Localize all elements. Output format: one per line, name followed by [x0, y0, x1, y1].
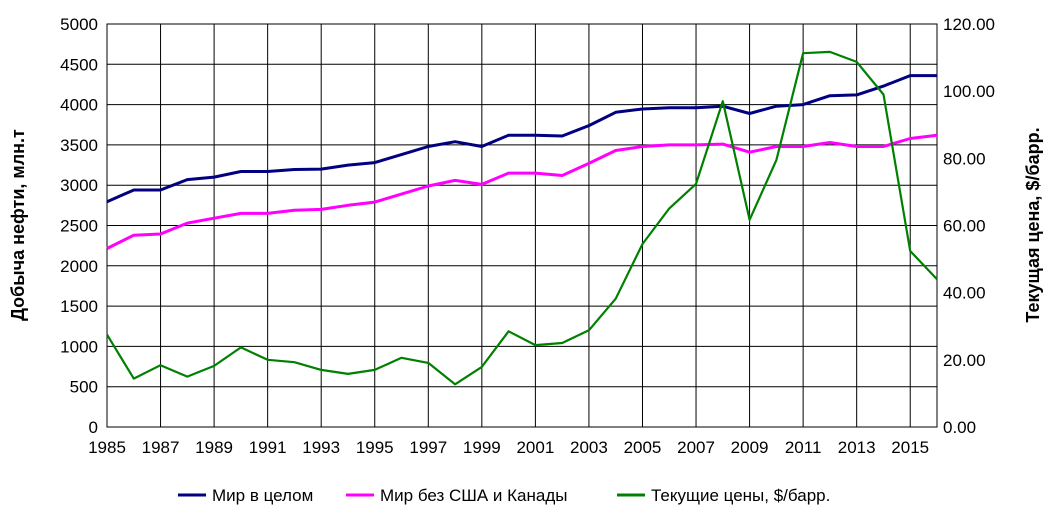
x-tick-label: 1989 [195, 438, 233, 457]
y2-tick-label: 100.00 [943, 82, 995, 101]
y-tick-label: 4000 [60, 96, 98, 115]
gridlines [106, 23, 937, 428]
y-tick-label: 1000 [60, 337, 98, 356]
left-axis-ticks: 0 500 1000 1500 2000 2500 3000 3500 4000 4500 5000 [60, 15, 98, 437]
series-line-3 [106, 50, 938, 386]
legend: Мир в целом Мир без США и Канады Текущие ц… [178, 486, 830, 505]
right-axis-ticks: 0.00 20.00 40.00 60.00 80.00 100.00 120.00 [943, 15, 995, 437]
y-tick-label: 500 [70, 378, 98, 397]
x-tick-label: 2003 [570, 438, 608, 457]
x-tick-label: 1985 [88, 438, 126, 457]
legend-label: Мир без США и Канады [380, 486, 567, 505]
x-tick-label: 2009 [731, 438, 769, 457]
y2-tick-label: 20.00 [943, 351, 986, 370]
x-tick-label: 2005 [624, 438, 662, 457]
x-tick-label: 2001 [516, 438, 554, 457]
x-tick-label: 2015 [891, 438, 929, 457]
plot-area-frame [106, 23, 938, 428]
y-tick-label: 3500 [60, 136, 98, 155]
series-line-1 [106, 74, 937, 204]
y2-tick-label: 120.00 [943, 15, 995, 34]
y-tick-label: 2500 [60, 217, 98, 236]
y2-tick-label: 80.00 [943, 149, 986, 168]
x-tick-label: 1995 [356, 438, 394, 457]
x-tick-label: 2011 [785, 438, 822, 457]
y-axis-title: Добыча нефти, млн.т [8, 129, 28, 321]
x-tick-label: 1991 [249, 438, 287, 457]
y-tick-label: 4500 [60, 55, 98, 74]
y-tick-label: 2000 [60, 257, 98, 276]
series-line-2 [106, 133, 938, 250]
legend-label: Мир в целом [212, 486, 313, 505]
x-tick-label: 1997 [409, 438, 447, 457]
y2-axis-title: Текущая цена, $/барр. [1023, 127, 1043, 322]
x-tick-label: 1993 [302, 438, 340, 457]
legend-label: Текущие цены, $/барр. [651, 486, 830, 505]
y2-tick-label: 60.00 [943, 217, 986, 236]
y-tick-label: 0 [89, 418, 98, 437]
x-tick-label: 1999 [463, 438, 501, 457]
y-tick-label: 5000 [60, 15, 98, 34]
x-axis-ticks: 1985 1987 1989 1991 1993 1995 1997 1999 2001 2003… [88, 438, 929, 457]
x-tick-label: 1987 [142, 438, 180, 457]
y2-tick-label: 40.00 [943, 284, 986, 303]
series-lines [106, 50, 938, 386]
x-tick-label: 2007 [677, 438, 715, 457]
y-tick-label: 1500 [60, 297, 98, 316]
x-tick-label: 2013 [838, 438, 876, 457]
y-tick-label: 3000 [60, 176, 98, 195]
y2-tick-label: 0.00 [943, 418, 976, 437]
